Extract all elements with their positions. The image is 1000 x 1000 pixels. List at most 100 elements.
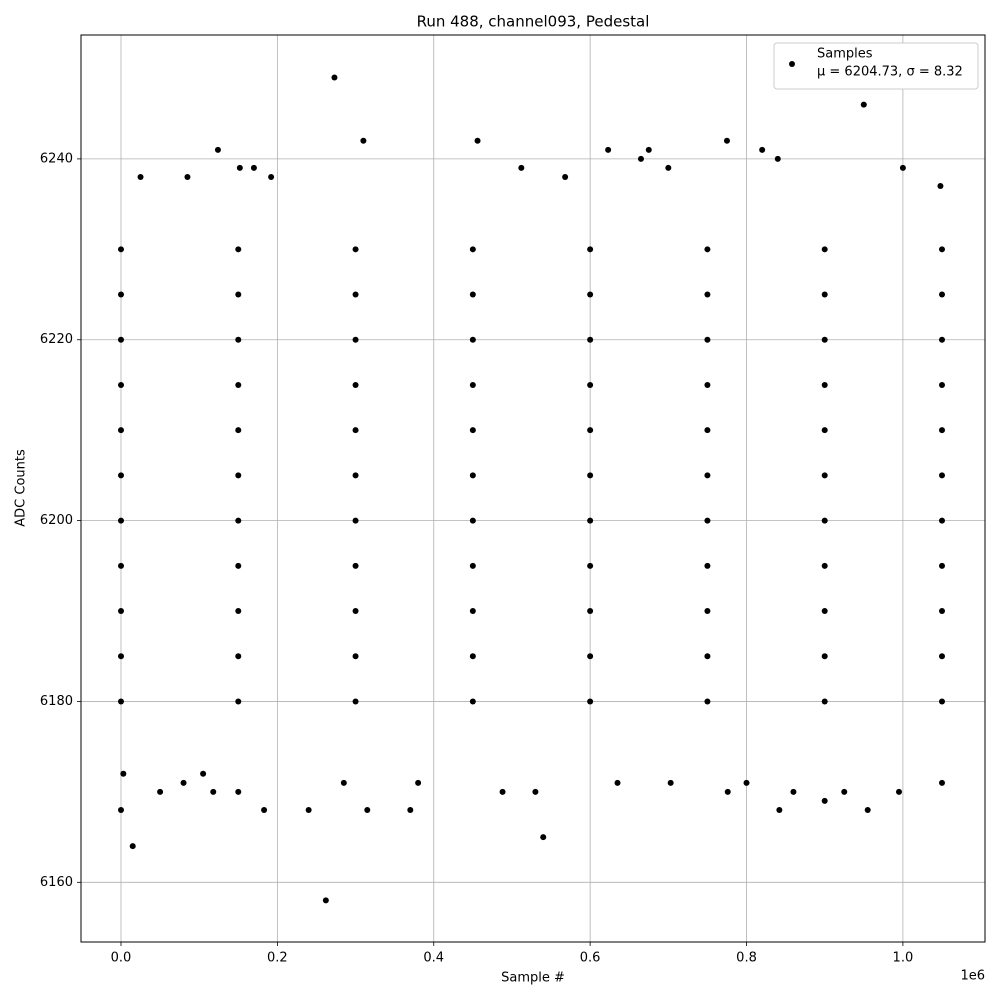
sample-point — [587, 653, 594, 660]
sample-point — [938, 517, 945, 524]
sample-point — [938, 427, 945, 434]
sample-point — [469, 291, 476, 298]
sample-point — [200, 770, 207, 777]
sample-point — [743, 779, 750, 786]
sample-point — [235, 788, 242, 795]
sample-point — [821, 381, 828, 388]
x-tick-label: 0.4 — [423, 951, 444, 966]
sample-point — [587, 608, 594, 615]
sample-point — [352, 653, 359, 660]
sample-point — [469, 562, 476, 569]
sample-point — [352, 381, 359, 388]
sample-point — [117, 806, 124, 813]
sample-point — [704, 517, 711, 524]
sample-point — [938, 779, 945, 786]
sample-point — [895, 788, 902, 795]
sample-point — [180, 779, 187, 786]
legend-box — [773, 42, 979, 90]
sample-point — [331, 74, 338, 81]
x-tick-label: 0.0 — [111, 951, 132, 966]
sample-point — [540, 834, 547, 841]
x-tick-label: 0.2 — [267, 951, 288, 966]
sample-point — [235, 381, 242, 388]
sample-point — [704, 653, 711, 660]
sample-point — [129, 843, 136, 850]
sample-point — [937, 183, 944, 190]
sample-point — [469, 698, 476, 705]
sample-point — [117, 246, 124, 253]
sample-point — [518, 164, 525, 171]
sample-point — [821, 427, 828, 434]
sample-point — [305, 806, 312, 813]
legend-stats: μ = 6204.73, σ = 8.32 — [817, 65, 963, 80]
sample-point — [469, 608, 476, 615]
sample-point — [117, 427, 124, 434]
sample-point — [117, 291, 124, 298]
sample-point — [637, 155, 644, 162]
sample-point — [587, 246, 594, 253]
sample-point — [605, 146, 612, 153]
x-axis-label: Sample # — [501, 971, 565, 986]
sample-point — [235, 336, 242, 343]
sample-point — [120, 770, 127, 777]
sample-point — [499, 788, 506, 795]
sample-point — [469, 472, 476, 479]
sample-point — [587, 472, 594, 479]
sample-point — [235, 608, 242, 615]
sample-point — [938, 472, 945, 479]
sample-point — [938, 291, 945, 298]
sample-point — [821, 698, 828, 705]
sample-point — [184, 173, 191, 180]
sample-point — [352, 562, 359, 569]
sample-point — [704, 246, 711, 253]
sample-point — [532, 788, 539, 795]
sample-point — [235, 427, 242, 434]
sample-point — [268, 173, 275, 180]
sample-point — [821, 472, 828, 479]
sample-point — [938, 381, 945, 388]
sample-point — [821, 517, 828, 524]
sample-point — [117, 562, 124, 569]
sample-point — [352, 608, 359, 615]
sample-point — [250, 164, 257, 171]
sample-point — [938, 653, 945, 660]
sample-point — [474, 137, 481, 144]
sample-point — [704, 472, 711, 479]
sample-point — [117, 608, 124, 615]
sample-point — [774, 155, 781, 162]
sample-point — [210, 788, 217, 795]
sample-point — [469, 517, 476, 524]
sample-point — [236, 164, 243, 171]
sample-point — [352, 291, 359, 298]
sample-point — [469, 653, 476, 660]
sample-point — [340, 779, 347, 786]
y-axis-label: ADC Counts — [14, 449, 29, 527]
y-tick-label: 6180 — [40, 694, 73, 709]
sample-point — [157, 788, 164, 795]
sample-point — [587, 562, 594, 569]
sample-point — [469, 336, 476, 343]
plot-frame — [80, 34, 986, 943]
sample-point — [235, 698, 242, 705]
sample-point — [137, 173, 144, 180]
sample-point — [645, 146, 652, 153]
sample-point — [704, 698, 711, 705]
sample-point — [235, 472, 242, 479]
sample-point — [214, 146, 221, 153]
sample-point — [352, 336, 359, 343]
sample-point — [724, 788, 731, 795]
sample-point — [235, 246, 242, 253]
y-tick-label: 6200 — [40, 513, 73, 528]
sample-point — [117, 472, 124, 479]
sample-point — [235, 517, 242, 524]
sample-point — [415, 779, 422, 786]
sample-point — [352, 698, 359, 705]
sample-point — [704, 291, 711, 298]
sample-point — [821, 291, 828, 298]
sample-point — [938, 336, 945, 343]
sample-point — [821, 653, 828, 660]
sample-point — [821, 336, 828, 343]
sample-point — [235, 653, 242, 660]
sample-point — [261, 806, 268, 813]
